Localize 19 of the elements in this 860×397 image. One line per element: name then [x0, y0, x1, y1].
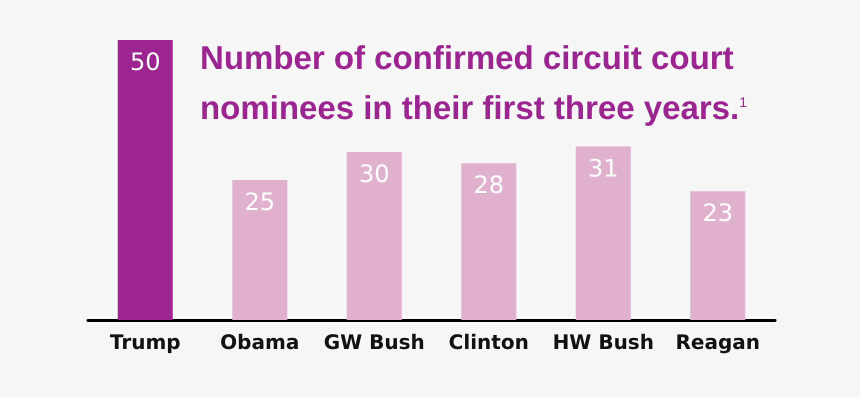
- x-tick-label: Trump: [110, 330, 181, 354]
- bar: [690, 191, 746, 320]
- bar: [232, 180, 288, 320]
- data-label: 50: [130, 48, 161, 76]
- x-tick-label: HW Bush: [552, 330, 654, 354]
- data-label: 28: [473, 171, 504, 200]
- data-label: 23: [702, 199, 734, 228]
- bar: [346, 152, 402, 320]
- x-tick-label: Obama: [220, 330, 300, 354]
- bar: [461, 163, 516, 320]
- x-tick-label: Clinton: [448, 330, 529, 354]
- bar: [576, 146, 631, 320]
- x-tick-label: GW Bush: [324, 330, 425, 354]
- data-label: 31: [588, 154, 619, 182]
- data-label: 30: [358, 160, 390, 188]
- bar: [118, 40, 173, 320]
- x-tick-label: Reagan: [675, 330, 760, 354]
- data-label: 25: [244, 188, 276, 216]
- text: Number of confirmed circuit court nominees in their first three years.$^{1}$: [200, 38, 748, 128]
